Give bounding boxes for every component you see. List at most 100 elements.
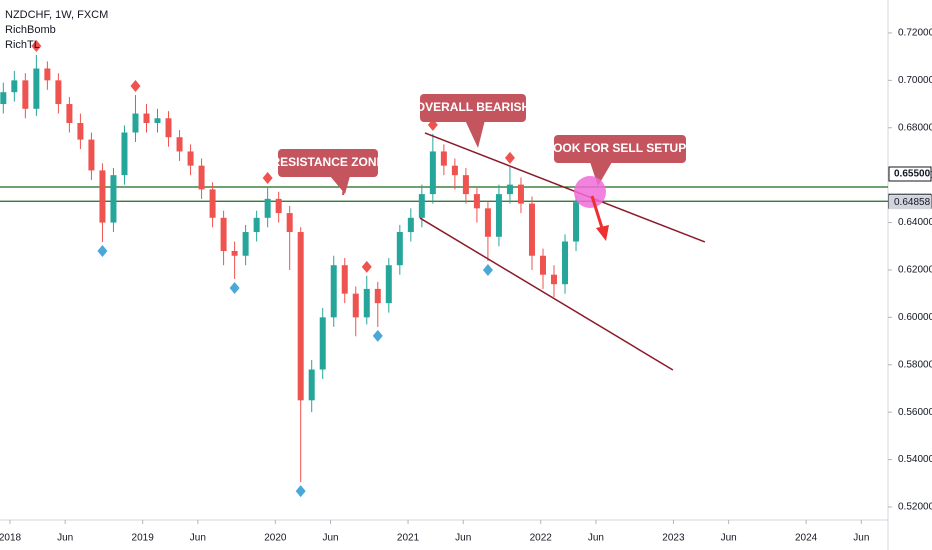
y-tick-label: 0.60000	[898, 312, 932, 323]
candle-body	[275, 198, 282, 214]
candle-body	[473, 194, 480, 209]
y-tick-label: 0.54000	[898, 454, 932, 465]
candle-body	[506, 184, 513, 195]
x-tick-label: Jun	[322, 533, 338, 544]
signal-marker	[31, 39, 42, 52]
candle-body	[297, 232, 304, 401]
pointer	[590, 162, 612, 186]
candle-body	[374, 288, 381, 304]
candle-body	[242, 232, 249, 256]
last-price-box	[889, 195, 931, 210]
signal-marker	[372, 329, 383, 342]
candle-body	[33, 68, 40, 109]
y-tick-label: 0.56000	[898, 407, 932, 418]
candle-body	[551, 274, 558, 285]
signal-marker	[262, 172, 273, 185]
signal-marker	[229, 281, 240, 294]
candle-body	[352, 293, 359, 318]
level-label-box	[888, 166, 932, 182]
x-tick-label: 2022	[530, 533, 553, 544]
candle-body	[66, 104, 73, 124]
candle-body	[198, 165, 205, 190]
y-tick-label: 0.64000	[898, 217, 932, 228]
candle-body	[231, 250, 238, 256]
candle-body	[253, 217, 260, 233]
candle-body	[121, 132, 128, 176]
annotation: OVERALL BEARISH	[416, 100, 530, 114]
candle-body	[88, 139, 95, 171]
plot	[0, 39, 888, 498]
candle-body	[517, 184, 524, 204]
candle-body	[264, 198, 271, 218]
trendline	[419, 217, 674, 371]
signal-marker	[482, 263, 493, 276]
signal-marker	[504, 151, 515, 164]
x-tick-label: 2024	[795, 533, 818, 544]
legend-indicator: RichTL	[5, 39, 40, 51]
candle-body	[341, 265, 348, 294]
candle-body	[407, 217, 414, 233]
candle-body	[22, 80, 29, 109]
candle-body	[562, 241, 569, 285]
candle-body	[165, 118, 172, 138]
y-tick-label: 0.58000	[898, 359, 932, 370]
y-tick-label: 0.68000	[898, 122, 932, 133]
highlight-circle	[574, 176, 606, 208]
x-tick-label: Jun	[853, 533, 869, 544]
annotation-box	[420, 94, 526, 122]
annotation-box	[554, 135, 686, 163]
candle-body	[484, 208, 491, 237]
candle-body	[451, 165, 458, 176]
candle-body	[55, 80, 62, 105]
annotations: RESISTANCE ZONE OVERALL BEARISH LOOK FOR…	[271, 94, 694, 241]
candle-body	[44, 68, 51, 81]
candle-body	[77, 123, 84, 140]
x-tick-label: 2020	[264, 533, 287, 544]
annotation-box	[278, 149, 378, 177]
candle-body	[0, 92, 7, 105]
candle-body	[429, 151, 436, 195]
trendline	[424, 132, 706, 243]
x-tick-label: Jun	[57, 533, 73, 544]
candle-body	[396, 232, 403, 266]
signal-marker	[130, 80, 141, 93]
candle-body	[418, 194, 425, 218]
legend-symbol: NZDCHF, 1W, FXCM	[5, 9, 108, 21]
candle-body	[528, 203, 535, 256]
signal-marker	[97, 244, 108, 257]
signal-marker	[361, 260, 372, 273]
candle-body	[187, 151, 194, 166]
candle-body	[319, 317, 326, 370]
last-price-label: 0.64858	[894, 197, 931, 208]
y-tick-label: 0.52000	[898, 502, 932, 513]
pointer	[465, 120, 485, 148]
candle-body	[11, 80, 18, 93]
candle-body	[573, 202, 580, 242]
y-tick-label: 0.70000	[898, 75, 932, 86]
x-tick-label: 2018	[0, 533, 22, 544]
candle-body	[539, 255, 546, 275]
y-tick-label: 0.62000	[898, 265, 932, 276]
candle-body	[220, 217, 227, 251]
pointer	[330, 176, 350, 194]
candle-body	[154, 118, 161, 124]
candle-body	[440, 151, 447, 166]
x-tick-label: 2021	[397, 533, 420, 544]
x-tick-label: Jun	[190, 533, 206, 544]
candle-body	[209, 189, 216, 218]
y-tick-label: 0.72000	[898, 28, 932, 39]
candle-body	[385, 265, 392, 304]
x-tick-label: Jun	[721, 533, 737, 544]
x-tick-label: Jun	[455, 533, 471, 544]
candle-body	[132, 113, 139, 133]
x-tick-label: 2023	[662, 533, 685, 544]
candle-body	[495, 194, 502, 237]
candle-body	[462, 175, 469, 195]
candle-body	[308, 369, 315, 401]
annotation: LOOK FOR SELL SETUPS	[546, 141, 694, 155]
candle-body	[363, 288, 370, 318]
annotation: RESISTANCE ZONE	[271, 155, 384, 169]
candle-body	[110, 175, 117, 223]
